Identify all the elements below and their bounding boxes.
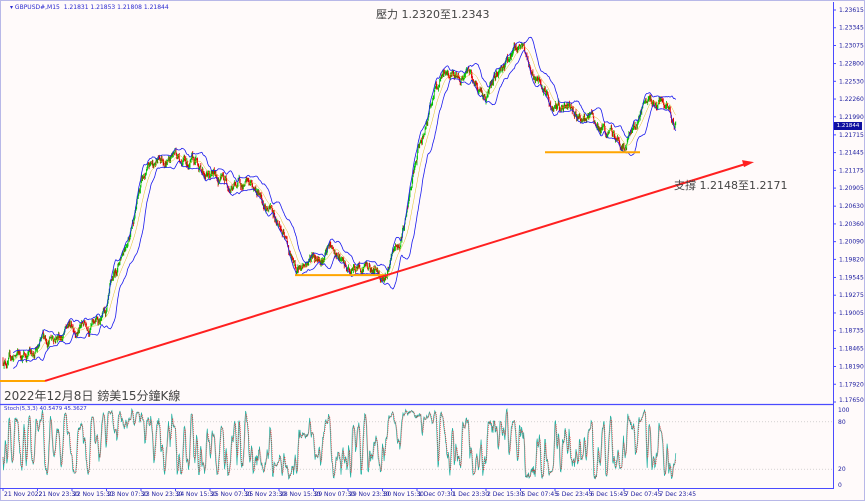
chart-title: ▾ GBPUSD#,M15 1.21831 1.21853 1.21808 1.…: [10, 4, 169, 11]
price-tick-label: 1.19275: [839, 292, 864, 299]
support-annotation: 支撐 1.2148至1.2171: [674, 179, 788, 192]
time-tick-label: 23 Nov 07:30: [108, 491, 149, 498]
stoch-level-label: 80: [838, 419, 846, 426]
price-tick-label: 1.23075: [839, 42, 864, 49]
price-tick-label: 1.19005: [839, 310, 864, 317]
price-tick-label: 1.21990: [839, 114, 864, 121]
time-tick-label: 7 Dec 23:45: [660, 491, 697, 498]
current-price-label: 1.21844: [834, 122, 862, 130]
price-tick-label: 1.20630: [839, 203, 864, 210]
price-tick-label: 1.22800: [839, 61, 864, 68]
bollinger-upper-band: [12, 36, 677, 354]
trendline-arrow-icon: [742, 160, 754, 168]
time-tick-label: 5 Dec 07:45: [522, 491, 559, 498]
price-tick-label: 1.19820: [839, 256, 864, 263]
time-tick-label: 5 Dec 23:45: [556, 491, 593, 498]
price-tick-label: 1.21445: [839, 150, 864, 157]
price-tick-label: 1.21715: [839, 132, 864, 139]
ohlc-values: 1.21831 1.21853 1.21808 1.21844: [63, 4, 169, 11]
indicator-label: Stoch(5,3,3) 40.5479 45.3627: [4, 406, 87, 412]
time-tick-label: 22 Nov 15:30: [73, 491, 114, 498]
stoch-level-label: 0: [838, 482, 842, 489]
price-tick-label: 1.20090: [839, 239, 864, 246]
stoch-signal-line: [2, 410, 677, 479]
price-tick-label: 1.22260: [839, 96, 864, 103]
time-tick-label: 21 Nov 2022: [4, 491, 43, 498]
resistance-annotation: 壓力 1.2320至1.2343: [376, 8, 490, 21]
time-tick-label: 24 Nov 15:30: [177, 491, 218, 498]
time-tick-label: 29 Nov 23:30: [349, 491, 390, 498]
symbol-label: GBPUSD#,M15: [14, 4, 60, 11]
chart-caption: 2022年12月8日 鎊美15分鐘K線: [4, 389, 181, 403]
stoch-level-label: 100: [838, 407, 850, 414]
price-tick-label: 1.18465: [839, 345, 864, 352]
stoch-main-line: [2, 407, 677, 480]
bollinger-lower-band: [13, 50, 677, 369]
time-tick-label: 23 Nov 23:30: [142, 491, 183, 498]
price-tick-label: 1.18190: [839, 364, 864, 371]
price-tick-label: 1.20360: [839, 221, 864, 228]
trendline: [44, 163, 746, 382]
price-tick-label: 1.17920: [839, 381, 864, 388]
time-tick-label: 1 Dec 23:30: [453, 491, 490, 498]
price-tick-label: 1.19545: [839, 274, 864, 281]
price-tick-label: 1.23615: [839, 7, 864, 14]
time-tick-label: 21 Nov 23:30: [39, 491, 80, 498]
time-tick-label: 30 Nov 15:30: [384, 491, 425, 498]
bollinger-middle-band: [13, 46, 676, 361]
price-tick-label: 1.20905: [839, 185, 864, 192]
price-tick-label: 1.17650: [839, 397, 864, 404]
time-tick-label: 2 Dec 15:30: [487, 491, 524, 498]
time-tick-label: 6 Dec 15:45: [591, 491, 628, 498]
time-tick-label: 1 Dec 07:30: [418, 491, 455, 498]
time-tick-label: 7 Dec 07:45: [625, 491, 662, 498]
price-tick-label: 1.21175: [839, 167, 864, 174]
time-tick-label: 28 Nov 15:30: [280, 491, 321, 498]
price-tick-label: 1.23345: [839, 25, 864, 32]
stoch-level-label: 20: [838, 466, 846, 473]
time-tick-label: 25 Nov 23:30: [246, 491, 287, 498]
price-tick-label: 1.18735: [839, 328, 864, 335]
time-tick-label: 25 Nov 07:30: [211, 491, 252, 498]
price-tick-label: 1.22530: [839, 78, 864, 85]
time-tick-label: 29 Nov 07:30: [315, 491, 356, 498]
